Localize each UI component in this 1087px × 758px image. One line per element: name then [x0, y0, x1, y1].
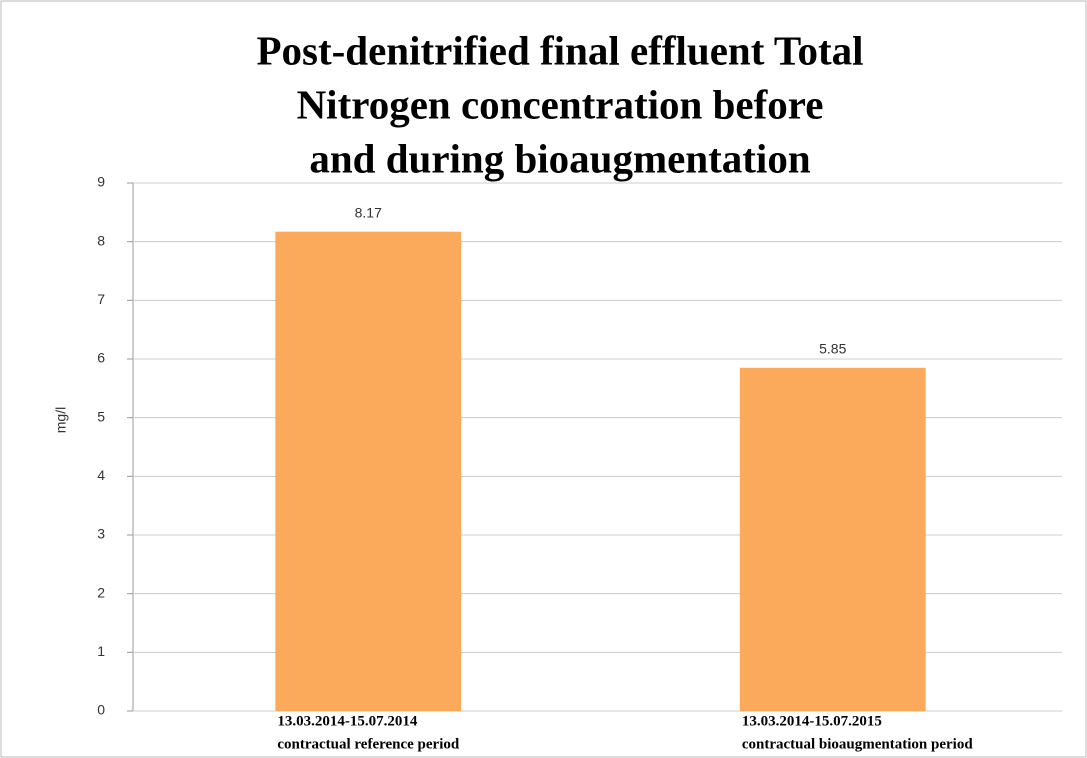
chart-title: Nitrogen concentration before: [297, 81, 824, 127]
chart-title: and during bioaugmentation: [309, 135, 810, 181]
bar: [275, 231, 462, 711]
y-tick-label: 8: [97, 232, 105, 248]
x-tick-label: contractual reference period: [277, 736, 460, 752]
y-tick-label: 5: [97, 408, 105, 424]
chart-title: Post-denitrified final effluent Total: [256, 27, 863, 73]
value-label: 8.17: [355, 204, 382, 220]
y-tick-label: 1: [97, 643, 105, 659]
y-tick-label: 4: [97, 467, 105, 483]
bar: [739, 367, 926, 711]
x-tick-label: 13.03.2014-15.07.2015: [742, 713, 882, 729]
y-tick-label: 7: [97, 291, 105, 307]
y-axis-label: mg/l: [53, 407, 69, 433]
y-tick-label: 6: [97, 350, 105, 366]
x-tick-label: 13.03.2014-15.07.2014: [277, 713, 417, 729]
y-tick-label: 9: [97, 174, 105, 190]
y-tick-label: 2: [97, 584, 105, 600]
y-tick-label: 0: [97, 702, 105, 718]
y-tick-label: 3: [97, 526, 105, 542]
value-label: 5.85: [819, 341, 846, 357]
x-tick-label: contractual bioaugmentation period: [742, 736, 973, 752]
